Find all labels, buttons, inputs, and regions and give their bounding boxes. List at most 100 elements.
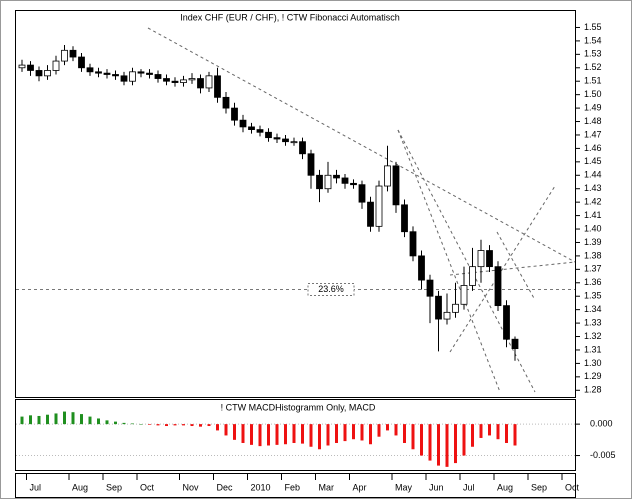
candle-body xyxy=(248,126,255,130)
macd-bar xyxy=(352,424,355,440)
macd-bar xyxy=(318,424,321,450)
y-tick-label: -0.005 xyxy=(590,450,616,460)
candle-body xyxy=(435,295,442,320)
macd-bar xyxy=(437,424,440,466)
candle-body xyxy=(409,231,417,257)
y-tick-label: 1.54 xyxy=(584,35,602,45)
y-tick-label: 1.53 xyxy=(584,49,602,59)
macd-bar xyxy=(54,413,58,425)
y-tick-label: 1.35 xyxy=(584,291,602,301)
macd-bar xyxy=(284,424,287,445)
candle-body xyxy=(120,75,128,82)
y-tick-label: 1.39 xyxy=(584,237,602,247)
y-tick-label: 1.52 xyxy=(584,62,602,72)
x-tick-label: Jul xyxy=(463,482,475,492)
fib-label: 23.6% xyxy=(318,284,344,294)
candle-body xyxy=(61,49,68,62)
macd-bar xyxy=(326,424,330,446)
time-axis xyxy=(15,473,576,498)
macd-bar xyxy=(403,424,406,443)
candle-body xyxy=(477,250,485,268)
candle-body xyxy=(290,141,298,144)
x-tick-label: Oct xyxy=(140,482,155,492)
candle-body xyxy=(103,72,111,75)
macd-bar xyxy=(148,424,151,425)
candle-body xyxy=(256,129,264,133)
candle-body xyxy=(163,78,170,82)
macd-bar xyxy=(173,424,177,426)
macd-bar xyxy=(216,424,219,431)
x-tick-label: Apr xyxy=(353,482,367,492)
x-tick-label: Aug xyxy=(72,482,88,492)
x-tick-label: Sep xyxy=(531,482,547,492)
x-tick-label: Dec xyxy=(217,482,234,492)
candle-body xyxy=(27,64,34,71)
candle-body xyxy=(137,71,145,74)
x-tick-label: May xyxy=(395,482,413,492)
y-tick-label: 1.51 xyxy=(584,76,602,86)
y-tick-label: 1.31 xyxy=(584,344,602,354)
macd-bar xyxy=(122,422,126,425)
macd-bar xyxy=(139,424,143,425)
candle-body xyxy=(214,75,221,98)
y-tick-label: 1.38 xyxy=(584,250,602,260)
macd-bar xyxy=(250,424,253,445)
candle-body xyxy=(69,49,77,58)
chart-title: Index CHF (EUR / CHF), ! CTW Fibonacci A… xyxy=(180,12,400,22)
candle-body xyxy=(265,131,272,139)
macd-bar xyxy=(343,424,347,442)
y-tick-label: 1.30 xyxy=(584,358,602,368)
y-tick-label: 1.44 xyxy=(584,170,602,180)
macd-bar xyxy=(335,424,338,443)
macd-bar xyxy=(369,424,372,445)
macd-bar xyxy=(182,424,185,426)
macd-bar xyxy=(420,424,423,456)
y-tick-label: 1.43 xyxy=(584,183,602,193)
x-tick-label: Aug xyxy=(497,482,513,492)
macd-bar xyxy=(267,424,270,446)
candle-body xyxy=(222,96,230,109)
candle-body xyxy=(52,60,60,71)
candle-body xyxy=(324,174,332,190)
fib-label-box xyxy=(307,283,355,296)
candle-body xyxy=(426,279,434,297)
macd-bar xyxy=(97,418,100,425)
macd-bar xyxy=(80,414,83,425)
candle-body xyxy=(358,184,366,203)
y-tick-label: 0.000 xyxy=(590,419,613,429)
candle-body xyxy=(188,78,196,81)
macd-bar xyxy=(394,424,398,436)
price-panel xyxy=(15,10,576,398)
candle-body xyxy=(231,107,238,121)
y-tick-label: 1.49 xyxy=(584,102,602,112)
macd-bar xyxy=(386,424,389,431)
candle-body xyxy=(333,174,340,179)
macd-bar xyxy=(233,424,236,440)
macd-title: ! CTW MACDHistogramm Only, MACD xyxy=(221,402,376,412)
macd-bar xyxy=(207,424,211,427)
candle-body xyxy=(35,70,43,77)
candle-body xyxy=(307,153,315,176)
candle-body xyxy=(316,174,323,190)
candle-body xyxy=(460,285,468,305)
macd-bar xyxy=(37,415,41,425)
candle-body xyxy=(129,71,136,82)
macd-bar xyxy=(224,424,228,436)
y-tick-label: 1.41 xyxy=(584,210,602,220)
y-tick-label: 1.36 xyxy=(584,277,602,287)
candle-body xyxy=(95,71,102,74)
macd-bar xyxy=(479,424,483,438)
y-tick-label: 1.46 xyxy=(584,143,602,153)
macd-bar xyxy=(488,424,491,436)
macd-bar xyxy=(301,424,304,444)
candle-body xyxy=(367,201,374,227)
macd-bar xyxy=(454,424,457,464)
macd-bar xyxy=(71,412,75,425)
candle-body xyxy=(154,74,162,79)
macd-bar xyxy=(258,424,262,447)
macd-bar xyxy=(462,424,466,456)
y-tick-label: 1.48 xyxy=(584,116,602,126)
macd-bar xyxy=(275,424,279,445)
